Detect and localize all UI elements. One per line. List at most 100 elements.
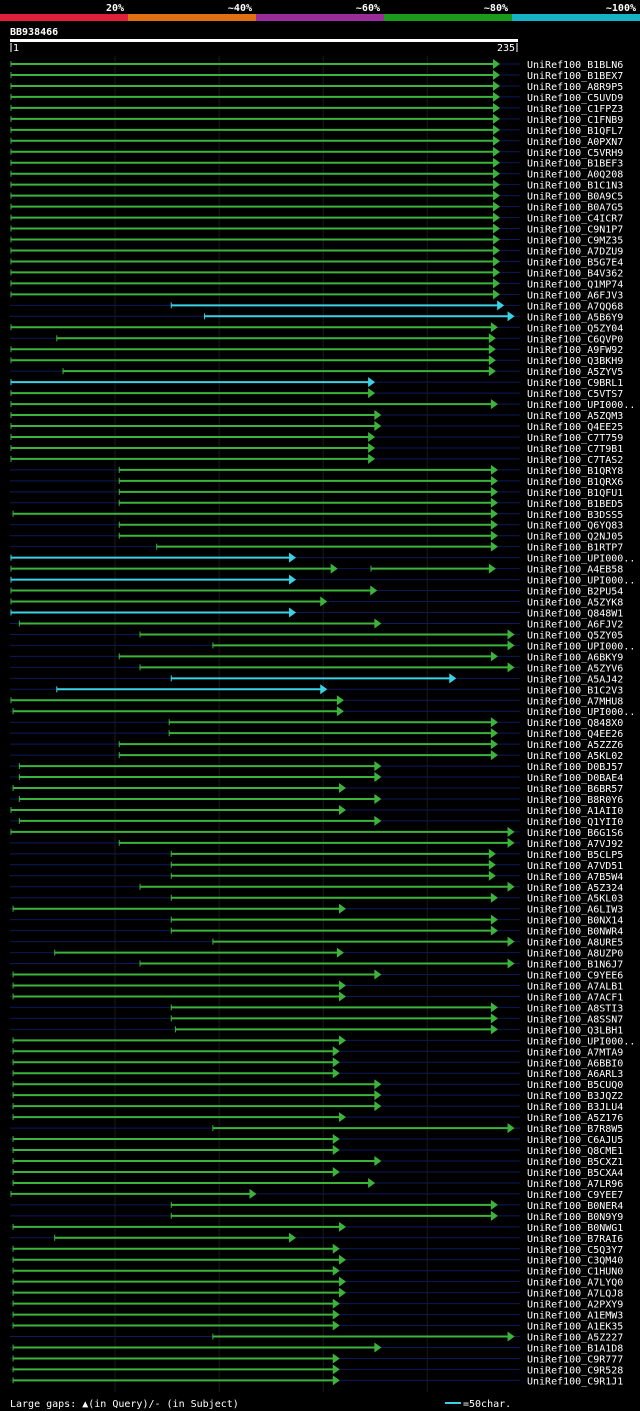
hit-label[interactable]: UniRef100_C6QVP0 — [527, 334, 623, 345]
hit-label[interactable]: UniRef100_A4EB58 — [527, 565, 623, 576]
hit-label[interactable]: UniRef100_B1QFU1 — [527, 488, 623, 499]
hit-label[interactable]: UniRef100_UPI000.. — [527, 707, 635, 718]
hit-label[interactable]: UniRef100_A0Q208 — [527, 170, 623, 181]
hit-label[interactable]: UniRef100_B1C2V3 — [527, 685, 623, 696]
hit-label[interactable]: UniRef100_C9R1J1 — [527, 1376, 623, 1387]
hit-label[interactable]: UniRef100_C1FPZ3 — [527, 104, 623, 115]
hit-label[interactable]: UniRef100_A5ZYK8 — [527, 598, 623, 609]
hit-label[interactable]: UniRef100_A6LIW3 — [527, 905, 623, 916]
hit-label[interactable]: UniRef100_B5G7E4 — [527, 257, 623, 268]
hit-label[interactable]: UniRef100_A7VJ92 — [527, 839, 623, 850]
hit-label[interactable]: UniRef100_B6BR57 — [527, 784, 623, 795]
hit-label[interactable]: UniRef100_B1RTP7 — [527, 543, 623, 554]
hit-label[interactable]: UniRef100_Q2NJ05 — [527, 532, 623, 543]
hit-label[interactable]: UniRef100_A1AII0 — [527, 806, 623, 817]
hit-label[interactable]: UniRef100_A8SSN7 — [527, 1014, 623, 1025]
hit-label[interactable]: UniRef100_B1C1N3 — [527, 181, 623, 192]
hit-label[interactable]: UniRef100_C9R777 — [527, 1354, 623, 1365]
hit-label[interactable]: UniRef100_A6ARL3 — [527, 1069, 623, 1080]
hit-label[interactable]: UniRef100_A5AJ42 — [527, 674, 623, 685]
hit-label[interactable]: UniRef100_A7VD51 — [527, 861, 623, 872]
hit-label[interactable]: UniRef100_A7ALB1 — [527, 981, 623, 992]
hit-label[interactable]: UniRef100_A7ACF1 — [527, 992, 623, 1003]
hit-label[interactable]: UniRef100_Q6YQ83 — [527, 521, 623, 532]
hit-label[interactable]: UniRef100_D0BAE4 — [527, 773, 623, 784]
hit-label[interactable]: UniRef100_Q5ZY05 — [527, 630, 623, 641]
hit-label[interactable]: UniRef100_B6G1S6 — [527, 828, 623, 839]
hit-label[interactable]: UniRef100_A5KL02 — [527, 751, 623, 762]
hit-label[interactable]: UniRef100_B5CUQ0 — [527, 1080, 623, 1091]
hit-label[interactable]: UniRef100_C7TAS2 — [527, 455, 623, 466]
hit-label[interactable]: UniRef100_Q5ZY04 — [527, 323, 623, 334]
hit-label[interactable]: UniRef100_B5CLP5 — [527, 850, 623, 861]
hit-label[interactable]: UniRef100_A8STI3 — [527, 1003, 623, 1014]
hit-label[interactable]: UniRef100_B7R8W5 — [527, 1124, 623, 1135]
hit-label[interactable]: UniRef100_UPI000.. — [527, 641, 635, 652]
hit-label[interactable]: UniRef100_Q4EE25 — [527, 422, 623, 433]
hit-label[interactable]: UniRef100_B7RAI6 — [527, 1234, 623, 1245]
hit-label[interactable]: UniRef100_A7QQ68 — [527, 301, 623, 312]
hit-label[interactable]: UniRef100_B5CXA4 — [527, 1168, 623, 1179]
hit-label[interactable]: UniRef100_A1EK35 — [527, 1322, 623, 1333]
hit-label[interactable]: UniRef100_Q848X0 — [527, 718, 623, 729]
hit-label[interactable]: UniRef100_B1BLN6 — [527, 60, 623, 71]
hit-label[interactable]: UniRef100_Q1YII0 — [527, 817, 623, 828]
hit-label[interactable]: UniRef100_B1BED5 — [527, 499, 623, 510]
hit-label[interactable]: UniRef100_B1A1D8 — [527, 1343, 623, 1354]
hit-label[interactable]: UniRef100_A5ZYV6 — [527, 663, 623, 674]
hit-label[interactable]: UniRef100_C9MZ35 — [527, 236, 623, 247]
hit-label[interactable]: UniRef100_Q8CME1 — [527, 1146, 623, 1157]
hit-label[interactable]: UniRef100_A7LYQ0 — [527, 1278, 623, 1289]
hit-label[interactable]: UniRef100_A7LR96 — [527, 1179, 623, 1190]
hit-label[interactable]: UniRef100_B0NWR4 — [527, 927, 623, 938]
hit-label[interactable]: UniRef100_A5Z176 — [527, 1113, 623, 1124]
hit-label[interactable]: UniRef100_C3QM40 — [527, 1256, 623, 1267]
hit-label[interactable]: UniRef100_UPI000.. — [527, 400, 635, 411]
hit-label[interactable]: UniRef100_Q1MP74 — [527, 279, 623, 290]
hit-label[interactable]: UniRef100_A8UZP0 — [527, 949, 623, 960]
hit-label[interactable]: UniRef100_C7T9B1 — [527, 444, 623, 455]
hit-label[interactable]: UniRef100_B0A9C5 — [527, 192, 623, 203]
hit-label[interactable]: UniRef100_B3JQZ2 — [527, 1091, 623, 1102]
hit-label[interactable]: UniRef100_A5KL03 — [527, 894, 623, 905]
hit-label[interactable]: UniRef100_D0BJ57 — [527, 762, 623, 773]
hit-label[interactable]: UniRef100_B1QRY8 — [527, 466, 623, 477]
hit-label[interactable]: UniRef100_UPI000.. — [527, 554, 635, 565]
hit-label[interactable]: UniRef100_B1BEF3 — [527, 159, 623, 170]
hit-label[interactable]: UniRef100_A7LQJ8 — [527, 1289, 623, 1300]
hit-label[interactable]: UniRef100_Q3BKH9 — [527, 356, 623, 367]
hit-label[interactable]: UniRef100_A6FJV2 — [527, 619, 623, 630]
hit-label[interactable]: UniRef100_C5Q3Y7 — [527, 1245, 623, 1256]
hit-label[interactable]: UniRef100_C7T759 — [527, 433, 623, 444]
hit-label[interactable]: UniRef100_B3JLU4 — [527, 1102, 623, 1113]
hit-label[interactable]: UniRef100_A5B6Y9 — [527, 312, 623, 323]
hit-label[interactable]: UniRef100_B0NWG1 — [527, 1223, 623, 1234]
hit-label[interactable]: UniRef100_A0PXN7 — [527, 137, 623, 148]
hit-label[interactable]: UniRef100_C5VTS7 — [527, 389, 623, 400]
hit-label[interactable]: UniRef100_A7MTA9 — [527, 1047, 623, 1058]
hit-label[interactable]: UniRef100_C9BRL1 — [527, 378, 623, 389]
hit-label[interactable]: UniRef100_B3DSS5 — [527, 510, 623, 521]
hit-label[interactable]: UniRef100_A2PXY9 — [527, 1300, 623, 1311]
hit-label[interactable]: UniRef100_B4V362 — [527, 268, 623, 279]
hit-label[interactable]: UniRef100_A5ZZZ6 — [527, 740, 623, 751]
hit-label[interactable]: UniRef100_A8R9P5 — [527, 82, 623, 93]
hit-label[interactable]: UniRef100_B1N6J7 — [527, 960, 623, 971]
hit-label[interactable]: UniRef100_B5CXZ1 — [527, 1157, 623, 1168]
hit-label[interactable]: UniRef100_C1FNB9 — [527, 115, 623, 126]
hit-label[interactable]: UniRef100_C1HUN0 — [527, 1267, 623, 1278]
hit-label[interactable]: UniRef100_UPI000.. — [527, 1036, 635, 1047]
hit-label[interactable]: UniRef100_A7MHU8 — [527, 696, 623, 707]
hit-label[interactable]: UniRef100_B2PU54 — [527, 587, 623, 598]
hit-label[interactable]: UniRef100_UPI000.. — [527, 576, 635, 587]
hit-label[interactable]: UniRef100_A6BBI0 — [527, 1058, 623, 1069]
hit-label[interactable]: UniRef100_A5ZYV5 — [527, 367, 623, 378]
hit-label[interactable]: UniRef100_B1QRX6 — [527, 477, 623, 488]
hit-label[interactable]: UniRef100_Q3LBH1 — [527, 1025, 623, 1036]
hit-label[interactable]: UniRef100_B0NER4 — [527, 1201, 623, 1212]
hit-label[interactable]: UniRef100_A5ZQM3 — [527, 411, 623, 422]
hit-label[interactable]: UniRef100_A6FJV3 — [527, 290, 623, 301]
hit-label[interactable]: UniRef100_B8R0Y6 — [527, 795, 623, 806]
hit-label[interactable]: UniRef100_C9R528 — [527, 1365, 623, 1376]
hit-label[interactable]: UniRef100_B0NX14 — [527, 916, 623, 927]
